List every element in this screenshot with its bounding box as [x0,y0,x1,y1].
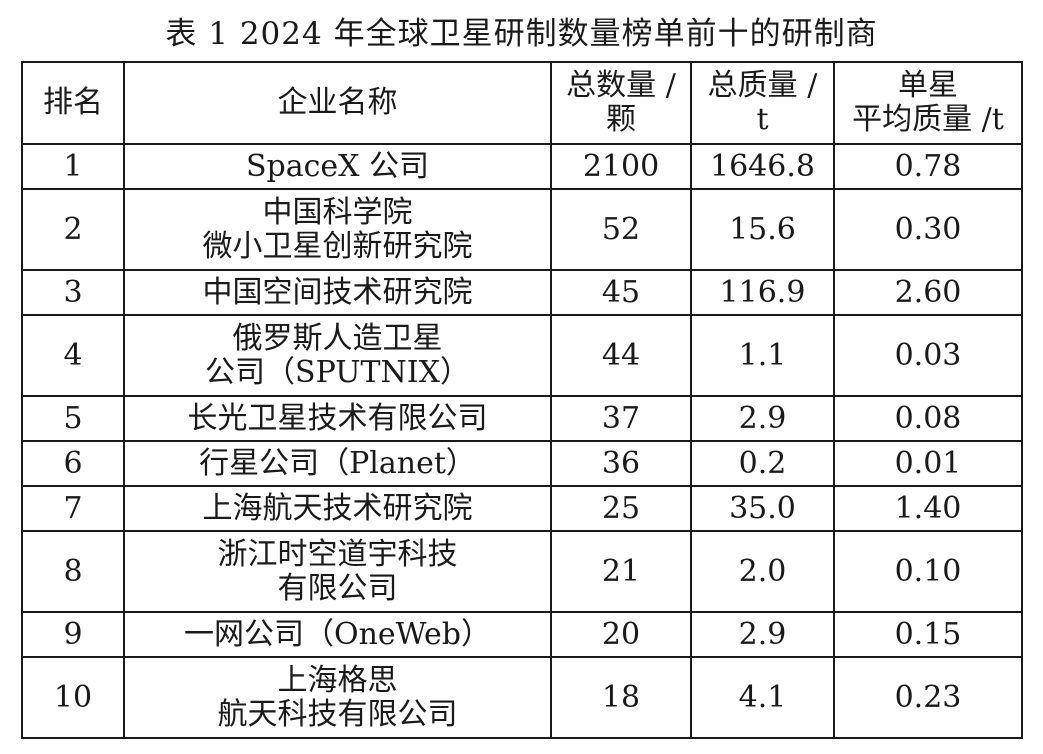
company-name-cell: 长光卫星技术有限公司 [123,395,552,442]
average-mass-cell: 0.03 [833,314,1023,397]
company-name-line: 航天科技有限公司 [217,696,458,732]
total-mass-cell: 2.9 [690,611,835,658]
rank-cell: 9 [21,611,125,658]
table-row: 2 中国科学院 微小卫星创新研究院 52 15.6 0.30 [21,188,1023,271]
table-row: 6 行星公司（Planet） 36 0.2 0.01 [21,440,1023,487]
header-avg-line-2: 平均质量 /t [852,102,1004,137]
rank-cell: 6 [21,440,125,487]
total-mass-cell: 2.9 [690,395,835,442]
total-count-cell: 45 [550,269,692,316]
company-name-line: 上海航天技术研究院 [202,490,473,526]
total-count-cell: 2100 [550,143,692,190]
header-avg-line-1: 单星 [898,68,958,103]
company-name-line: 上海格思 [277,662,398,698]
total-count-cell: 36 [550,440,692,487]
table-row: 9 一网公司（OneWeb） 20 2.9 0.15 [21,611,1023,658]
table-body: 1 SpaceX 公司 2100 1646.8 0.78 2 中国科学院 微小卫星创新研究院 5… [21,143,1023,739]
company-name-cell: 一网公司（OneWeb） [123,611,552,658]
header-mass-line-2: t [756,102,769,137]
average-mass-cell: 0.15 [833,611,1023,658]
header-count-line-1: 总数量 / [566,68,676,103]
table-row: 8 浙江时空道宇科技 有限公司 21 2.0 0.10 [21,530,1023,613]
total-mass-cell: 0.2 [690,440,835,487]
average-mass-cell: 0.01 [833,440,1023,487]
total-mass-cell: 4.1 [690,656,835,739]
table-row: 10 上海格思 航天科技有限公司 18 4.1 0.23 [21,656,1023,739]
total-mass-cell: 1.1 [690,314,835,397]
total-count-cell: 44 [550,314,692,397]
table-row: 3 中国空间技术研究院 45 116.9 2.60 [21,269,1023,316]
company-name-cell: 上海航天技术研究院 [123,485,552,532]
header-count: 总数量 / 颗 [550,61,692,145]
total-count-cell: 52 [550,188,692,271]
average-mass-cell: 0.30 [833,188,1023,271]
header-name-line: 企业名称 [277,85,398,120]
total-count-cell: 18 [550,656,692,739]
rank-cell: 7 [21,485,125,532]
satellite-manufacturer-table: 排名 企业名称 总数量 / 颗 总质量 / t 单星 平均质量 /t [21,61,1023,739]
company-name-line: 有限公司 [277,570,398,606]
company-name-cell: 上海格思 航天科技有限公司 [123,656,552,739]
company-name-line: 微小卫星创新研究院 [202,228,473,264]
average-mass-cell: 0.78 [833,143,1023,190]
table-row: 5 长光卫星技术有限公司 37 2.9 0.08 [21,395,1023,442]
company-name-cell: SpaceX 公司 [123,143,552,190]
table-caption: 表 1 2024 年全球卫星研制数量榜单前十的研制商 [165,16,878,52]
header-mass-line-1: 总质量 / [707,68,818,103]
table-row: 7 上海航天技术研究院 25 35.0 1.40 [21,485,1023,532]
average-mass-cell: 0.08 [833,395,1023,442]
company-name-line: 俄罗斯人造卫星 [232,320,443,356]
rank-cell: 8 [21,530,125,613]
average-mass-cell: 1.40 [833,485,1023,532]
company-name-cell: 中国空间技术研究院 [123,269,552,316]
header-rank: 排名 [21,61,125,145]
average-mass-cell: 0.23 [833,656,1023,739]
table-header-row: 排名 企业名称 总数量 / 颗 总质量 / t 单星 平均质量 /t [21,61,1023,145]
rank-cell: 5 [21,395,125,442]
total-count-cell: 37 [550,395,692,442]
total-mass-cell: 15.6 [690,188,835,271]
company-name-cell: 俄罗斯人造卫星 公司（SPUTNIX） [123,314,552,397]
company-name-line: 一网公司（OneWeb） [183,616,492,652]
company-name-line: 浙江时空道宇科技 [217,536,458,572]
total-mass-cell: 1646.8 [690,143,835,190]
total-count-cell: 20 [550,611,692,658]
rank-cell: 1 [21,143,125,190]
table-row: 4 俄罗斯人造卫星 公司（SPUTNIX） 44 1.1 0.03 [21,314,1023,397]
total-mass-cell: 2.0 [690,530,835,613]
total-mass-cell: 35.0 [690,485,835,532]
header-rank-line: 排名 [43,85,103,120]
rank-cell: 4 [21,314,125,397]
company-name-cell: 行星公司（Planet） [123,440,552,487]
company-name-line: 中国科学院 [262,194,413,230]
company-name-line: 行星公司（Planet） [199,445,476,481]
company-name-cell: 浙江时空道宇科技 有限公司 [123,530,552,613]
company-name-line: SpaceX 公司 [245,148,430,184]
company-name-line: 中国空间技术研究院 [202,274,473,310]
average-mass-cell: 0.10 [833,530,1023,613]
rank-cell: 3 [21,269,125,316]
header-mass: 总质量 / t [690,61,835,145]
rank-cell: 2 [21,188,125,271]
total-count-cell: 21 [550,530,692,613]
header-name: 企业名称 [123,61,552,145]
company-name-cell: 中国科学院 微小卫星创新研究院 [123,188,552,271]
total-count-cell: 25 [550,485,692,532]
company-name-line: 长光卫星技术有限公司 [187,400,488,436]
company-name-line: 公司（SPUTNIX） [205,354,470,390]
total-mass-cell: 116.9 [690,269,835,316]
rank-cell: 10 [21,656,125,739]
header-avg: 单星 平均质量 /t [833,61,1023,145]
average-mass-cell: 2.60 [833,269,1023,316]
table-row: 1 SpaceX 公司 2100 1646.8 0.78 [21,143,1023,190]
header-count-line-2: 颗 [606,102,636,137]
